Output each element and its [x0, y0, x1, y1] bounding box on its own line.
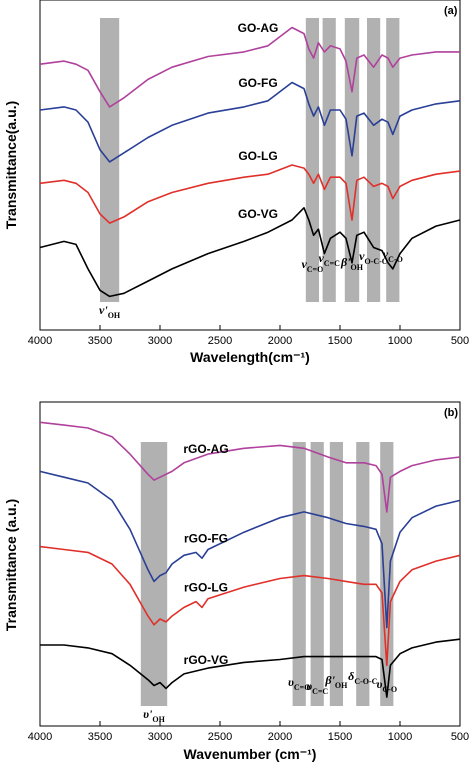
x-tick-label: 4000: [28, 335, 52, 347]
panel-label: (a): [444, 5, 458, 17]
x-tick-label: 2000: [268, 731, 292, 743]
band-label: β'OH: [324, 673, 348, 690]
band-label: ν'OH: [99, 303, 121, 320]
x-tick-label: 500: [451, 731, 469, 743]
x-tick-label: 2000: [268, 335, 292, 347]
absorption-band: [380, 442, 394, 706]
series-line: [39, 207, 461, 298]
x-tick-label: 3500: [88, 731, 112, 743]
band-label: νC=O: [301, 257, 323, 274]
series-line: [39, 26, 460, 108]
series-label: GO-LG: [238, 149, 277, 163]
absorption-band: [322, 18, 336, 302]
x-tick-label: 2500: [208, 335, 232, 347]
plot-frame: [39, 401, 461, 727]
band-label: υC-O: [377, 677, 398, 694]
series-line: [39, 470, 461, 629]
band-label: νC-O: [383, 247, 403, 264]
series-line: [40, 638, 461, 698]
x-tick-label: 1500: [328, 335, 352, 347]
absorption-band: [386, 18, 400, 302]
y-axis-title: Transmittance(a.u.): [3, 101, 19, 229]
x-tick-label: 3000: [148, 335, 172, 347]
plot-frame: [39, 0, 461, 331]
absorption-band: [100, 18, 120, 302]
series-line: [39, 164, 461, 224]
band-label: υ'OH: [143, 707, 165, 724]
series-line: [39, 545, 461, 667]
x-axis-title: Wavelength(cm⁻¹): [190, 349, 310, 365]
x-tick-label: 3000: [148, 731, 172, 743]
band-label: νC=C: [318, 251, 340, 268]
series-group: GO-AG GO-FG GO-LG GO-VG: [39, 21, 461, 298]
series-label: GO-VG: [238, 207, 278, 221]
x-tick-label: 4000: [28, 731, 52, 743]
band-label: νO-C-O: [359, 249, 388, 266]
y-axis-title: Transmittance (a.u.): [3, 499, 19, 631]
band-label: υC=O: [288, 675, 310, 692]
absorption-band: [310, 442, 324, 706]
series-label: rGO-AG: [183, 442, 228, 456]
x-tick-label: 3500: [88, 335, 112, 347]
series-group: rGO-AG rGO-FG rGO-LG rGO-VG: [39, 421, 461, 698]
x-tick-label: 2500: [208, 731, 232, 743]
series-label: rGO-FG: [184, 531, 228, 545]
series-label: GO-AG: [238, 21, 279, 35]
series-line: [39, 81, 461, 163]
band-label: β'OH: [340, 255, 364, 272]
tick-group: 4000 3500 3000 2500 2000 1500 1000 500: [28, 325, 469, 347]
absorption-band: [344, 18, 360, 302]
series-line: [39, 421, 461, 513]
tick-group: 4000 3500 3000 2500 2000 1500 1000 500: [28, 721, 469, 743]
absorption-band: [305, 18, 319, 302]
x-axis-title: Wavenumber (cm⁻¹): [184, 746, 317, 762]
absorption-band: [292, 442, 306, 706]
absorption-band: [329, 442, 343, 706]
band-label: υC=C: [306, 679, 328, 696]
x-tick-label: 1500: [328, 731, 352, 743]
absorption-band: [356, 442, 370, 706]
series-label: rGO-LG: [184, 581, 228, 595]
band-label: δC-O-C: [348, 669, 377, 686]
x-tick-label: 1000: [388, 731, 412, 743]
x-tick-label: 1000: [388, 335, 412, 347]
series-label: GO-FG: [238, 76, 277, 90]
x-tick-label: 500: [451, 335, 469, 347]
panel-label: (b): [444, 407, 458, 419]
series-label: rGO-VG: [184, 653, 229, 667]
absorption-band: [367, 18, 381, 302]
